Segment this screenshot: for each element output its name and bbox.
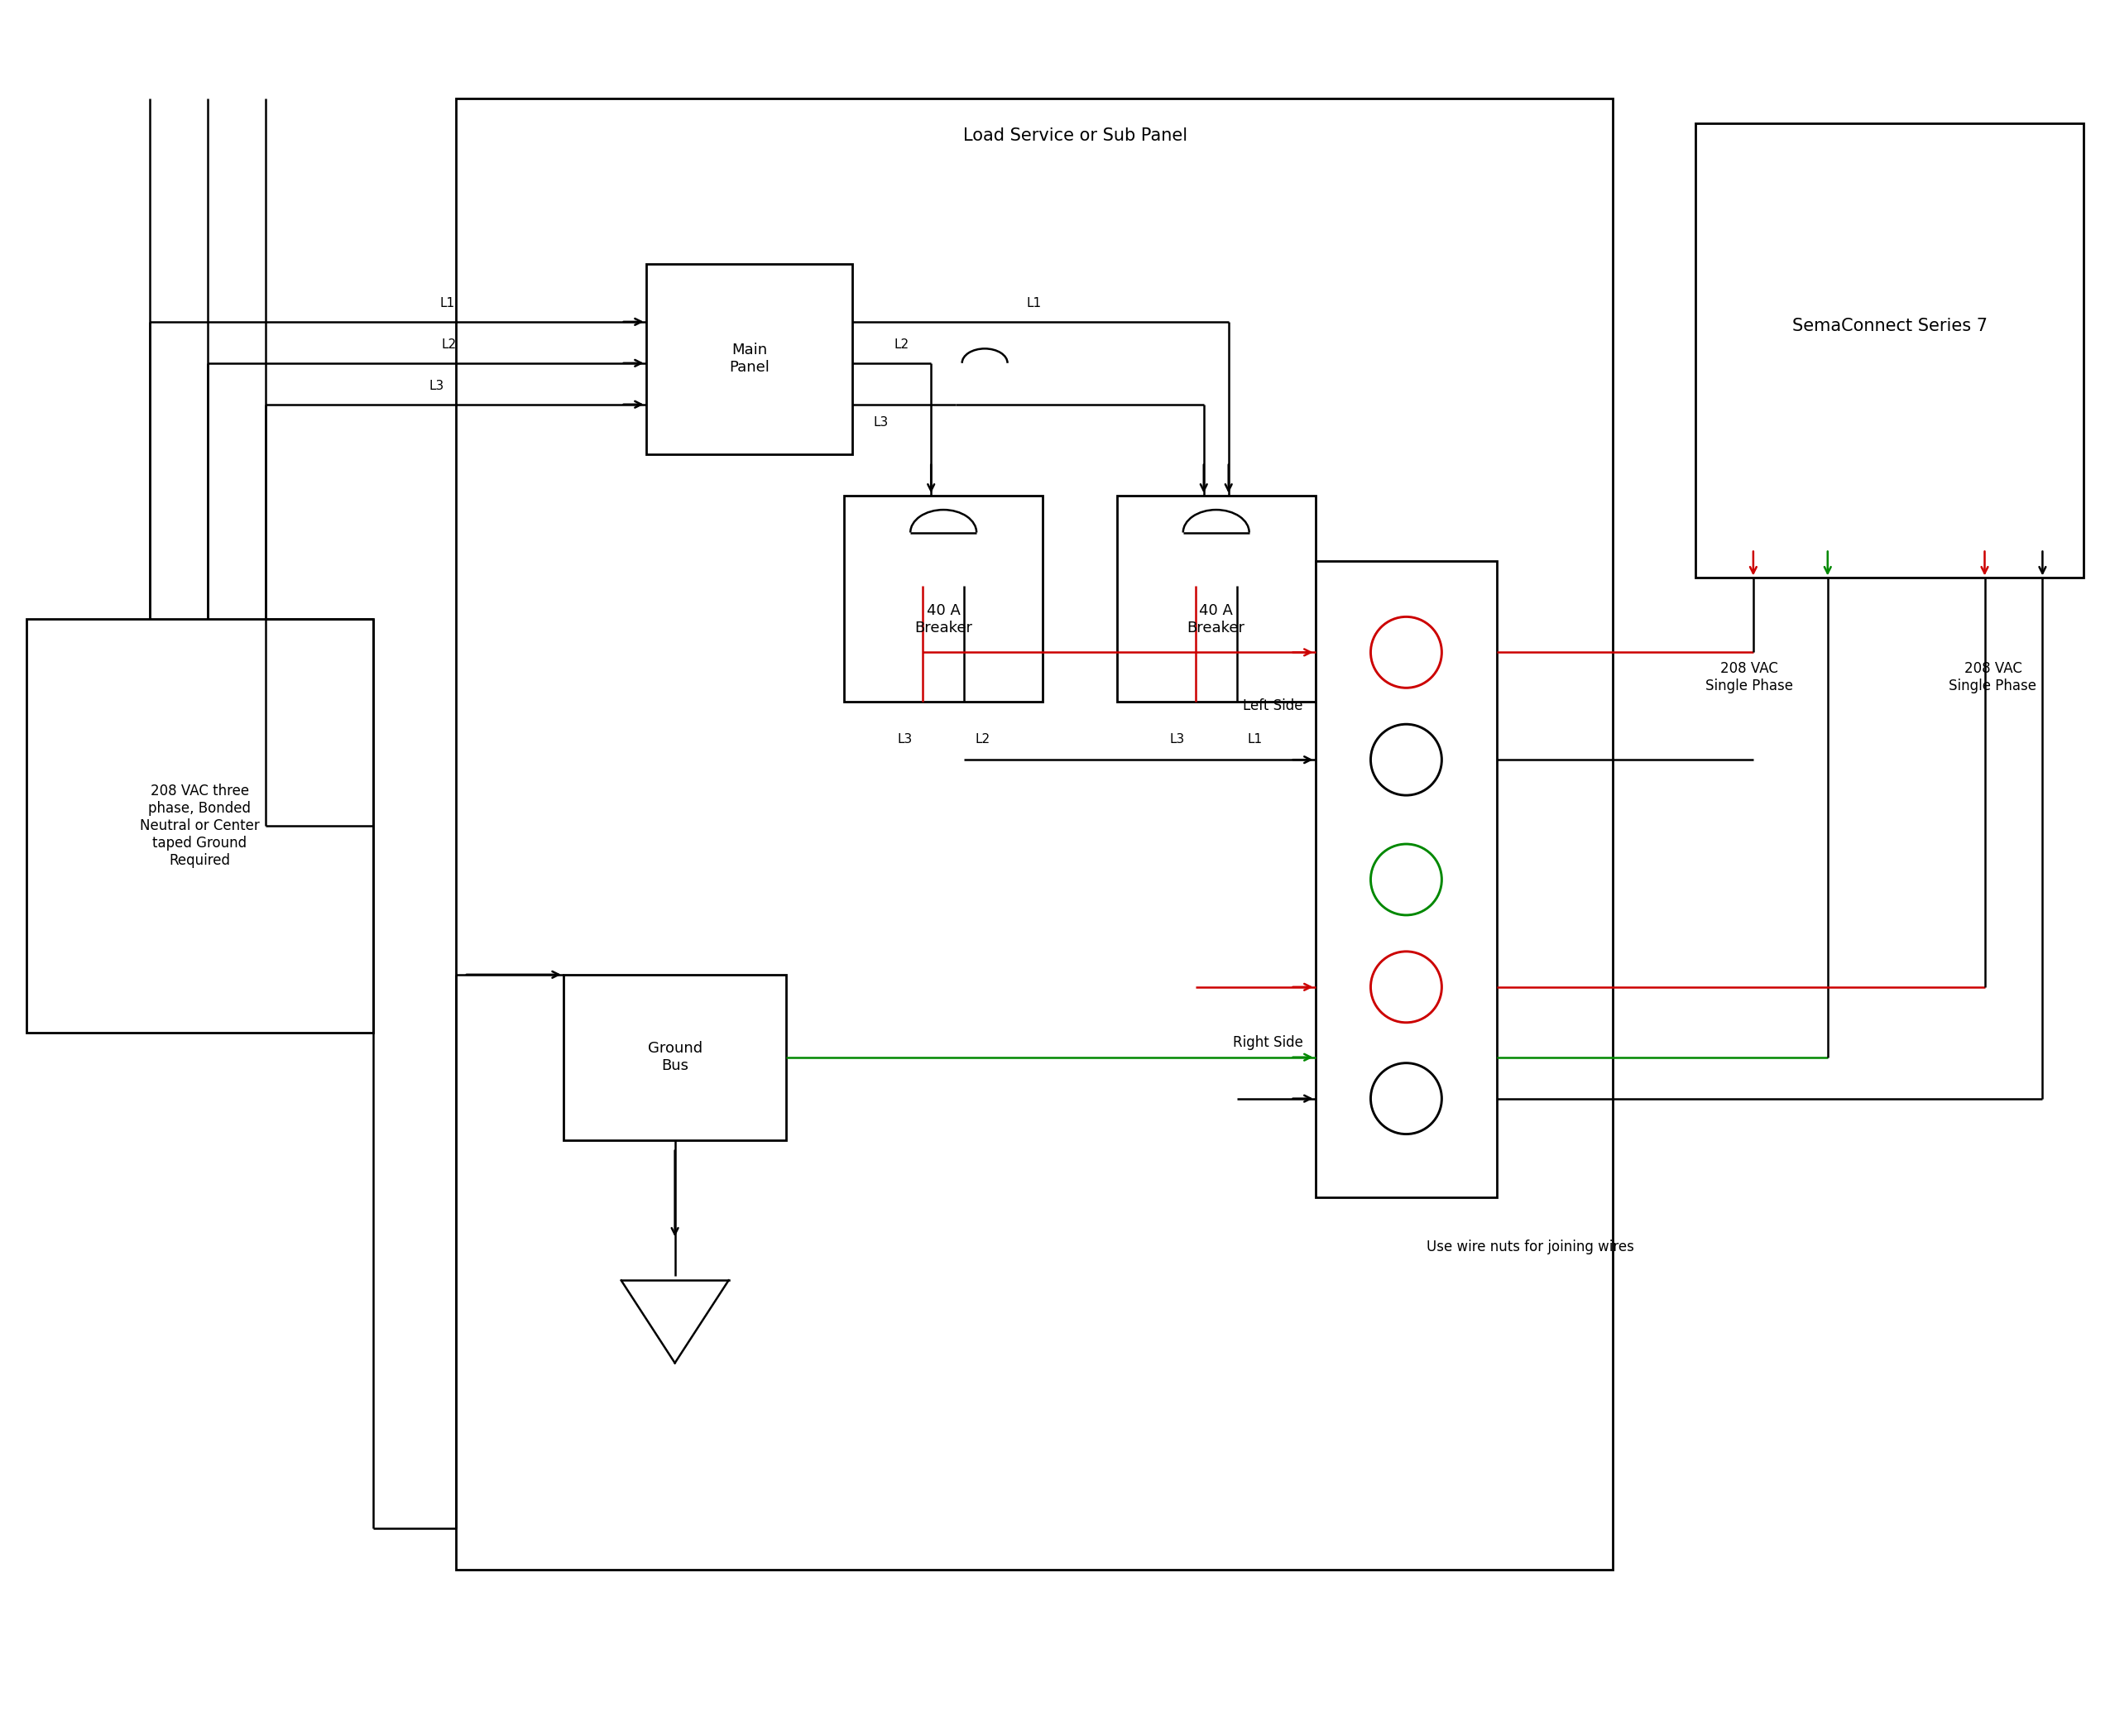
Text: SemaConnect Series 7: SemaConnect Series 7 xyxy=(1791,318,1988,335)
Bar xyxy=(1315,561,1498,1198)
Text: Ground
Bus: Ground Bus xyxy=(648,1042,703,1073)
Bar xyxy=(646,264,852,455)
Bar xyxy=(844,495,1042,701)
Bar xyxy=(1116,495,1315,701)
Text: Use wire nuts for joining wires: Use wire nuts for joining wires xyxy=(1426,1240,1633,1255)
Bar xyxy=(563,974,787,1141)
Text: L3: L3 xyxy=(874,417,888,429)
Bar xyxy=(1696,123,2085,578)
Text: 208 VAC
Single Phase: 208 VAC Single Phase xyxy=(1950,661,2036,693)
Text: 208 VAC
Single Phase: 208 VAC Single Phase xyxy=(1705,661,1793,693)
Text: L1: L1 xyxy=(1247,733,1262,745)
Text: L3: L3 xyxy=(1169,733,1186,745)
Text: L1: L1 xyxy=(1028,297,1042,309)
Text: 40 A
Breaker: 40 A Breaker xyxy=(1188,602,1245,635)
Text: 40 A
Breaker: 40 A Breaker xyxy=(914,602,973,635)
Text: Right Side: Right Side xyxy=(1232,1035,1302,1050)
Text: Main
Panel: Main Panel xyxy=(730,344,770,375)
Bar xyxy=(456,99,1612,1569)
Text: L2: L2 xyxy=(975,733,990,745)
Bar xyxy=(25,620,373,1033)
Text: L2: L2 xyxy=(441,339,456,351)
Text: L1: L1 xyxy=(441,297,456,309)
Text: L3: L3 xyxy=(428,380,445,392)
Text: Left Side: Left Side xyxy=(1243,698,1302,713)
Text: Load Service or Sub Panel: Load Service or Sub Panel xyxy=(964,127,1188,144)
Text: L3: L3 xyxy=(897,733,912,745)
Text: L2: L2 xyxy=(895,339,909,351)
Text: 208 VAC three
phase, Bonded
Neutral or Center
taped Ground
Required: 208 VAC three phase, Bonded Neutral or C… xyxy=(139,785,260,868)
